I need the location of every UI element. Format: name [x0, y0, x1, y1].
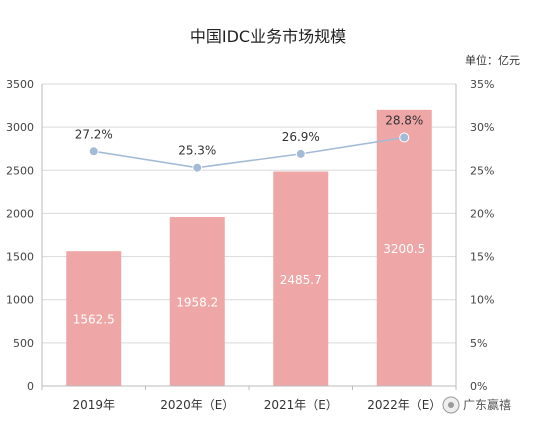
- growth-point: [295, 148, 306, 159]
- x-category-label: 2021年（E）: [264, 398, 338, 412]
- data-labels: 1562.5 1958.2 2485.7 3200.5 27.2% 25.3% 26.9% 2…: [73, 113, 426, 326]
- y-left-tick-label: 2000: [6, 207, 34, 220]
- bar-value-label: 3200.5: [383, 242, 425, 256]
- y-left-tick-label: 2500: [6, 164, 34, 177]
- y-right-tick-label: 0%: [470, 380, 487, 393]
- growth-value-label: 26.9%: [282, 130, 320, 144]
- growth-value-label: 28.8%: [385, 113, 423, 127]
- growth-point: [88, 146, 99, 157]
- unit-label: 单位：亿元: [465, 53, 520, 67]
- bar-value-label: 1562.5: [73, 313, 115, 327]
- y-right-tick-label: 10%: [470, 294, 494, 307]
- x-category-label: 2022年（E）: [367, 398, 441, 412]
- growth-value-label: 27.2%: [75, 127, 113, 141]
- y-left-tick-label: 1000: [6, 294, 34, 307]
- bar: [169, 217, 225, 386]
- bar: [273, 171, 329, 386]
- growth-point: [399, 132, 410, 143]
- growth-line: [88, 132, 410, 173]
- y-left-tick-label: 3000: [6, 121, 34, 134]
- y-right-tick-label: 35%: [470, 78, 494, 91]
- bar-value-label: 1958.2: [176, 296, 218, 310]
- x-category-label: 2019年: [72, 398, 115, 412]
- watermark: 广东赢禧: [442, 396, 511, 414]
- bar-value-label: 2485.7: [280, 273, 322, 287]
- bar: [376, 109, 432, 386]
- axes: 0 500 1000 1500 2000 2500 3000 3500 0% 5% 10% 15% 20…: [6, 78, 494, 412]
- x-category-label: 2020年（E）: [160, 398, 234, 412]
- y-right-tick-label: 5%: [470, 337, 487, 350]
- y-right-tick-label: 20%: [470, 207, 494, 220]
- y-left-tick-label: 500: [13, 337, 34, 350]
- growth-line-path: [93, 136, 405, 169]
- watermark-logo-dot-icon: [448, 402, 454, 408]
- bar: [66, 251, 122, 386]
- watermark-text: 广东赢禧: [463, 397, 511, 412]
- y-right-tick-label: 15%: [470, 251, 494, 264]
- y-left-tick-label: 1500: [6, 251, 34, 264]
- y-left-tick-label: 3500: [6, 78, 34, 91]
- bars: [66, 109, 432, 386]
- y-left-tick-label: 0: [27, 380, 34, 393]
- growth-point: [192, 162, 203, 173]
- chart-title: 中国IDC业务市场规模: [190, 27, 346, 46]
- y-right-tick-label: 25%: [470, 164, 494, 177]
- growth-value-label: 25.3%: [178, 144, 216, 158]
- y-right-tick-label: 30%: [470, 121, 494, 134]
